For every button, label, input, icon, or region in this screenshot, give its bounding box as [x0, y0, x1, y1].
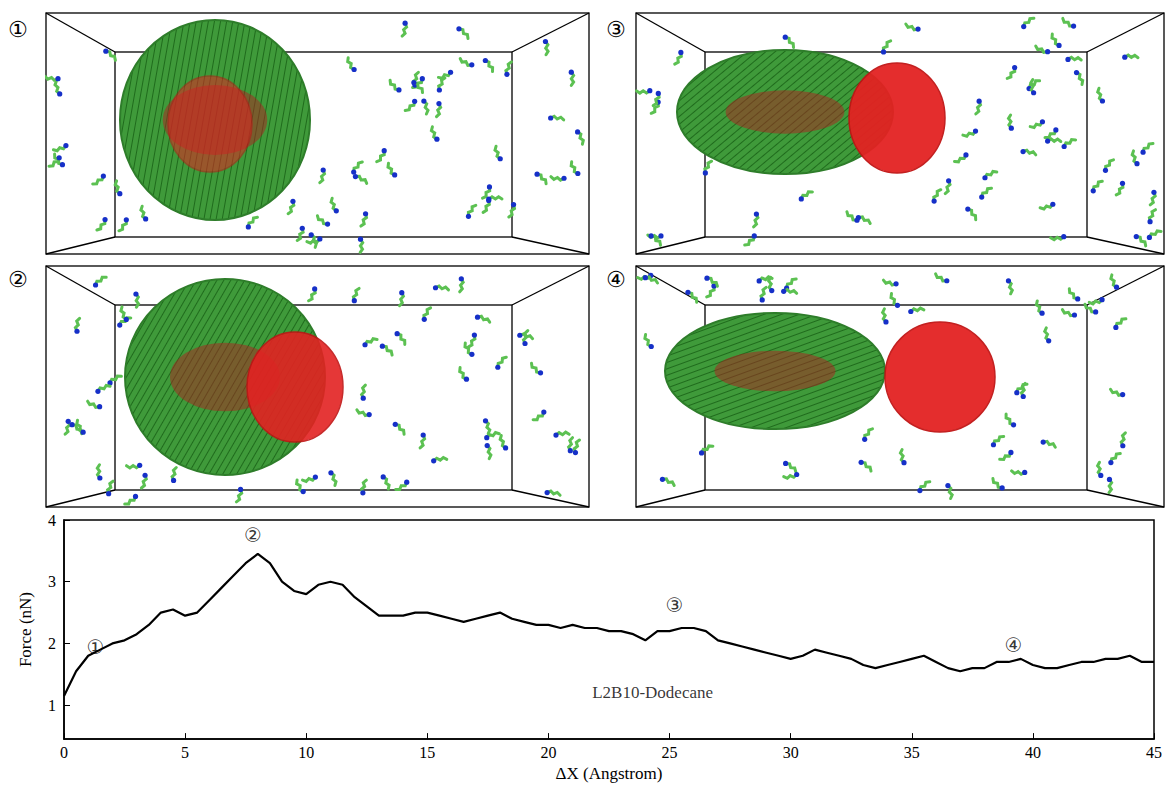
svg-text:L2B10-Dodecane: L2B10-Dodecane	[592, 683, 713, 702]
svg-text:45: 45	[1146, 744, 1162, 761]
svg-text:4: 4	[48, 512, 56, 529]
svg-text:15: 15	[419, 744, 435, 761]
svg-text:④: ④	[1005, 633, 1023, 657]
svg-text:1: 1	[48, 697, 56, 714]
svg-text:35: 35	[904, 744, 920, 761]
svg-text:25: 25	[662, 744, 678, 761]
html-text:④: ④	[606, 267, 626, 292]
svg-text:①: ①	[86, 634, 105, 659]
svg-text:10: 10	[298, 744, 314, 761]
svg-text:40: 40	[1025, 744, 1041, 761]
svg-text:ΔX (Angstrom): ΔX (Angstrom)	[556, 764, 663, 783]
svg-text:0: 0	[60, 744, 68, 761]
html-text:③: ③	[606, 17, 626, 42]
svg-text:5: 5	[181, 744, 189, 761]
html-text:②: ②	[8, 267, 28, 292]
svg-text:2: 2	[48, 635, 56, 652]
svg-text:Force (nN): Force (nN)	[16, 592, 35, 667]
svg-text:30: 30	[783, 744, 799, 761]
html-text:①: ①	[8, 17, 28, 42]
svg-text:20: 20	[540, 744, 556, 761]
svg-text:②: ②	[244, 523, 262, 547]
svg-text:3: 3	[48, 573, 56, 590]
svg-text:③: ③	[665, 593, 683, 617]
